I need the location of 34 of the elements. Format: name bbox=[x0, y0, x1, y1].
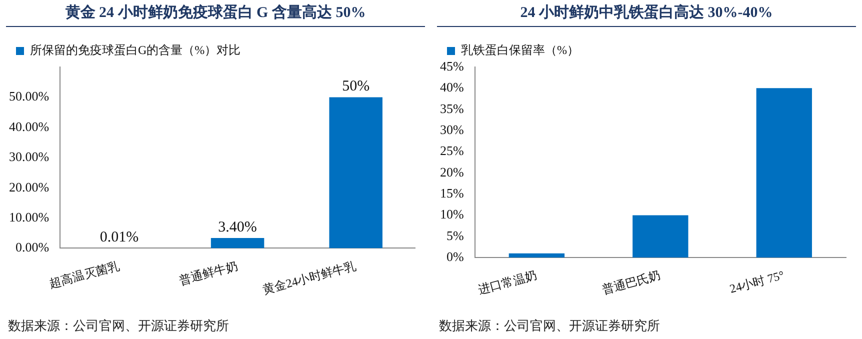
chart-title: 24 小时鲜奶中乳铁蛋白高达 30%-40% bbox=[437, 0, 856, 27]
bar bbox=[508, 253, 565, 258]
y-tick-label: 45% bbox=[440, 58, 464, 74]
y-tick-label: 10.00% bbox=[8, 209, 50, 224]
y-tick-label: 30.00% bbox=[8, 149, 50, 164]
y-tick-label: 15% bbox=[440, 185, 464, 200]
x-tick-label: 普通鲜牛奶 bbox=[178, 258, 240, 288]
y-tick-label: 35% bbox=[440, 100, 464, 116]
y-tick-label: 20.00% bbox=[8, 179, 50, 194]
y-tick-label: 25% bbox=[440, 143, 464, 158]
bar bbox=[756, 88, 812, 258]
y-tick-label: 30% bbox=[440, 122, 464, 137]
x-tick-label: 超高温灭菌乳 bbox=[48, 258, 121, 291]
legend-label: 乳铁蛋白保留率（%） bbox=[461, 43, 579, 58]
x-tick-label: 普通巴氏奶 bbox=[600, 268, 662, 297]
source-note: 数据来源：公司官网、开源证券研究所 bbox=[8, 317, 229, 335]
legend-label: 所保留的免疫球蛋白G的含量（%）对比 bbox=[30, 43, 241, 58]
x-tick-label: 黄金24小时鲜牛乳 bbox=[261, 258, 358, 297]
bar bbox=[632, 215, 688, 258]
y-tick-label: 5% bbox=[446, 228, 464, 243]
y-tick-label: 10% bbox=[440, 206, 464, 222]
y-tick-label: 20% bbox=[440, 164, 464, 180]
y-tick-label: 50.00% bbox=[8, 88, 50, 104]
data-label: 3.40% bbox=[218, 219, 257, 236]
y-tick-label: 40.00% bbox=[8, 118, 50, 134]
chart-title: 黄金 24 小时鲜奶免疫球蛋白 G 含量高达 50% bbox=[6, 0, 425, 27]
data-label: 50% bbox=[342, 78, 370, 95]
y-tick-label: 0.00% bbox=[15, 240, 50, 255]
x-tick-label: 进口常温奶 bbox=[476, 268, 538, 297]
x-tick-label: 24小时 75° bbox=[728, 268, 786, 296]
y-tick-label: 0% bbox=[446, 248, 464, 264]
source-note: 数据来源：公司官网、开源证券研究所 bbox=[439, 317, 660, 335]
data-label: 0.01% bbox=[100, 230, 139, 246]
y-tick-label: 40% bbox=[440, 80, 464, 95]
